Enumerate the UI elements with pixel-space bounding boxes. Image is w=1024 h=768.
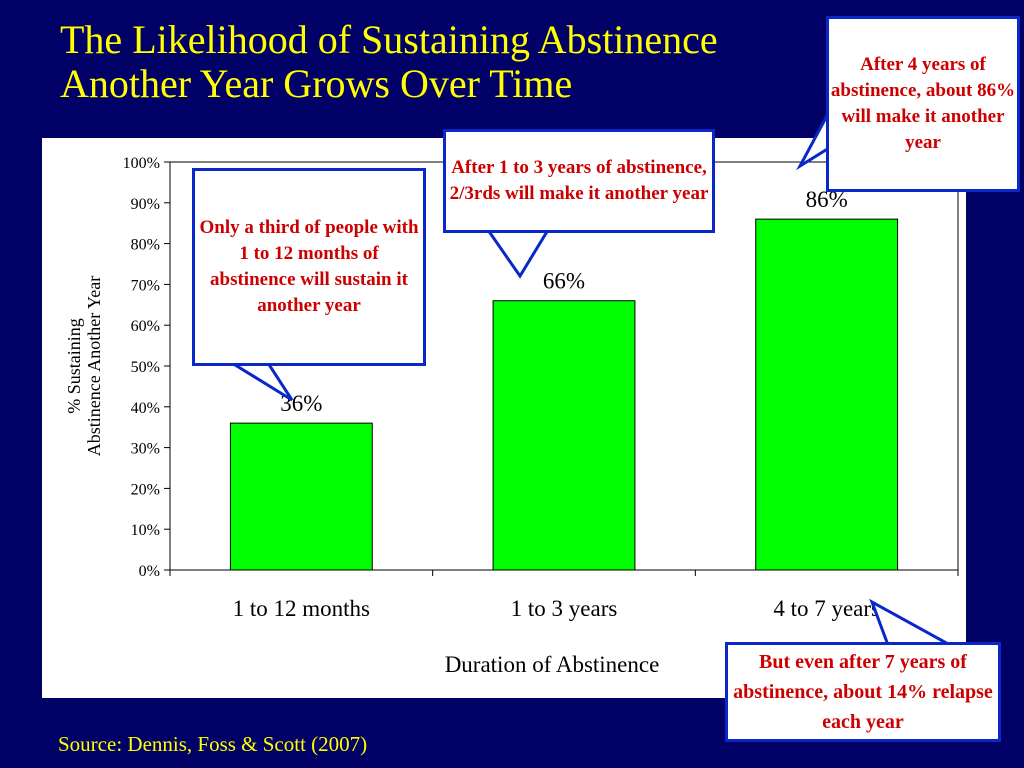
- data-label: 36%: [280, 391, 322, 416]
- y-tick-label: 30%: [131, 441, 160, 458]
- y-tick-label: 90%: [131, 196, 160, 213]
- x-tick-label: 4 to 7 years: [773, 596, 880, 621]
- bar: [755, 218, 899, 571]
- callout-relapse: But even after 7 years of abstinence, ab…: [725, 642, 1001, 742]
- y-axis-title: % SustainingAbstinence Another Year: [64, 276, 104, 456]
- y-tick-label: 70%: [131, 277, 160, 294]
- callout-months: Only a third of people with 1 to 12 mont…: [192, 168, 426, 366]
- bar: [229, 422, 373, 571]
- callout-4-to-7-years: After 4 years of abstinence, about 86% w…: [826, 16, 1020, 192]
- x-tick-label: 1 to 3 years: [511, 596, 618, 621]
- y-tick-label: 80%: [131, 237, 160, 254]
- y-tick-label: 20%: [131, 481, 160, 498]
- y-tick-label: 10%: [131, 522, 160, 539]
- y-tick-label: 0%: [139, 563, 160, 580]
- x-tick-label: 1 to 12 months: [233, 596, 370, 621]
- y-tick-label: 50%: [131, 359, 160, 376]
- y-tick-label: 40%: [131, 400, 160, 417]
- y-tick-label: 60%: [131, 318, 160, 335]
- data-label: 66%: [543, 269, 585, 294]
- x-axis-title: Duration of Abstinence: [445, 652, 660, 677]
- bar: [492, 300, 636, 571]
- y-tick-label: 100%: [123, 155, 160, 172]
- source-citation: Source: Dennis, Foss & Scott (2007): [58, 732, 368, 756]
- callout-1-to-3-years: After 1 to 3 years of abstinence, 2/3rds…: [443, 129, 715, 233]
- slide-title: The Likelihood of Sustaining Abstinence …: [60, 17, 718, 106]
